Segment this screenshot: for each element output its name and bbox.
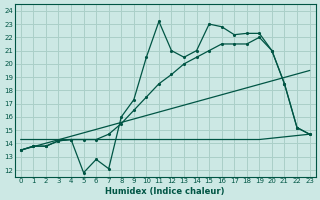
X-axis label: Humidex (Indice chaleur): Humidex (Indice chaleur) bbox=[106, 187, 225, 196]
